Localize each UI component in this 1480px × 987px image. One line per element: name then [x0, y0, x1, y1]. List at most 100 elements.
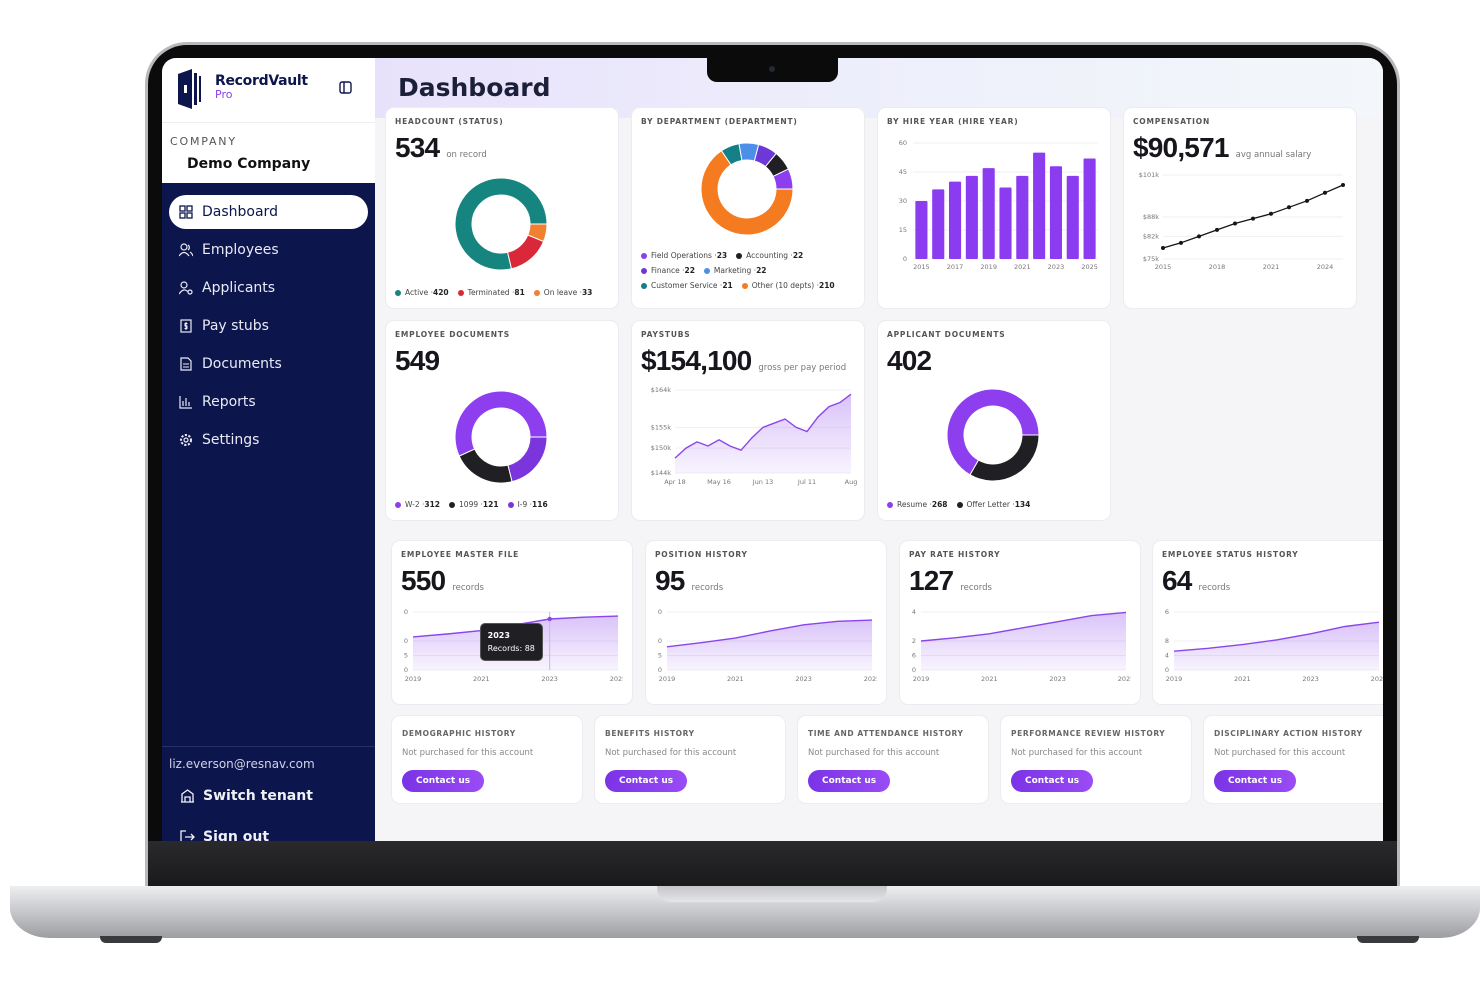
x-tick-label: 2015 — [913, 263, 930, 271]
stat-card: $75k $82k $88k $101k 2015 2018 2021 2024 COMPENS… — [1124, 108, 1356, 308]
contact-button[interactable]: Contact us — [1011, 770, 1094, 792]
legend-name: Customer Service — [651, 281, 722, 290]
locked-card: TIME AND ATTENDANCE HISTORY Not purchased… — [798, 716, 988, 803]
stat-note: records — [1198, 583, 1231, 593]
nav-label: Applicants — [202, 280, 276, 296]
chart: 0 15 30 45 60 2015 2017 2019 2021 2023 2025 — [899, 139, 1098, 271]
x-tick-label: 2025 — [1081, 263, 1098, 271]
company-label: COMPANY — [170, 135, 237, 148]
y-tick-label: 0 — [658, 666, 662, 674]
x-tick-label: 2019 — [1166, 675, 1183, 683]
x-tick-label: 2021 — [1014, 263, 1031, 271]
legend: Field Operations23Accounting22Finance22M… — [641, 251, 853, 290]
contact-button[interactable]: Contact us — [808, 770, 891, 792]
y-tick-label: 0 — [404, 666, 408, 674]
point — [1269, 211, 1273, 216]
stat-value: $90,571 — [1133, 132, 1229, 163]
donut-segment — [507, 436, 548, 483]
nav-label: Reports — [202, 394, 256, 410]
card-stat: 549 — [395, 345, 440, 377]
divider — [162, 746, 375, 747]
card-label: POSITION HISTORY — [655, 550, 748, 559]
history-card: 0 25 50 100 2019 2021 2023 2025 POSITION HISTORY… — [646, 541, 886, 704]
stat-value: 64 — [1162, 565, 1192, 596]
nav-item[interactable]: Applicants — [169, 271, 368, 305]
contact-button[interactable]: Contact us — [605, 770, 688, 792]
bar — [932, 189, 945, 259]
card-stat: 64 records — [1162, 565, 1230, 597]
legend-value: 21 — [722, 281, 733, 290]
y-tick-label: 50 — [654, 637, 662, 645]
nav-item[interactable]: Dashboard — [169, 195, 368, 229]
legend: Active420 Terminated81 On leave33 — [395, 288, 607, 297]
legend-value: 134 — [1014, 500, 1031, 509]
laptop-foot — [100, 936, 162, 943]
legend-name: On leave — [544, 288, 582, 297]
legend-item: Terminated81 — [457, 288, 525, 297]
nav-item[interactable]: Pay stubs — [169, 309, 368, 343]
x-tick-label: May 16 — [707, 478, 731, 486]
sign-out-label: Sign out — [203, 829, 270, 841]
history-card: 0 4 8 16 2019 2021 2023 2025 EMPLOYEE STATUS HIS… — [1153, 541, 1383, 704]
nav-item[interactable]: Documents — [169, 347, 368, 381]
switch-tenant[interactable]: Switch tenant — [180, 788, 313, 804]
stat-card: EMPLOYEE DOCUMENTS 549 W-2312 1099121 I-9116 — [386, 321, 618, 520]
legend-name: W-2 — [405, 500, 424, 509]
y-tick-label: 45 — [899, 168, 907, 176]
x-tick-label: 2023 — [1049, 675, 1066, 683]
sidebar-header: RecordVault Pro COMPANY Demo Company — [162, 58, 375, 183]
stat-card: HEADCOUNT (STATUS) 534 on record Active420 T… — [386, 108, 618, 308]
card-stat: $90,571 avg annual salary — [1133, 132, 1311, 164]
x-tick-label: 2025 — [610, 675, 627, 683]
card-stat: 402 — [887, 345, 932, 377]
y-tick-label: 4 — [1165, 652, 1169, 660]
point — [1233, 221, 1237, 226]
chart: $75k $82k $88k $101k 2015 2018 2021 2024 — [1139, 171, 1345, 271]
nav-item[interactable]: Settings — [169, 423, 368, 457]
line — [1173, 621, 1380, 652]
chart-group: 0 4 8 16 2019 2021 2023 2025 — [1161, 608, 1384, 683]
locked-title: PERFORMANCE REVIEW HISTORY — [1011, 729, 1166, 738]
locked-note: Not purchased for this account — [402, 748, 534, 758]
legend-name: Field Operations — [651, 251, 717, 260]
legend-value: 33 — [581, 288, 593, 297]
x-tick-label: 2025 — [1118, 675, 1135, 683]
stat-note: records — [691, 583, 724, 593]
line — [674, 393, 852, 459]
logo — [178, 69, 201, 109]
contact-button[interactable]: Contact us — [1214, 770, 1297, 792]
x-tick-label: 2021 — [1234, 675, 1251, 683]
legend-value: 23 — [716, 251, 728, 260]
sign-out[interactable]: Sign out — [180, 829, 269, 841]
donut-segment — [454, 390, 548, 457]
y-tick-label: 16 — [1161, 608, 1169, 616]
bar — [915, 201, 928, 259]
collapse-button[interactable] — [339, 81, 353, 95]
legend-value: 420 — [432, 288, 449, 297]
legend-item: 1099121 — [449, 500, 499, 509]
nav-item[interactable]: Employees — [169, 233, 368, 267]
y-tick-label: $144k — [651, 469, 672, 477]
x-tick-label: 2019 — [659, 675, 676, 683]
x-tick-label: 2023 — [541, 675, 558, 683]
bar — [1016, 175, 1029, 259]
x-tick-label: Aug — [845, 478, 858, 486]
y-tick-label: $164k — [651, 386, 672, 394]
y-tick-label: $155k — [651, 423, 672, 431]
x-tick-label: 2019 — [980, 263, 997, 271]
legend-value: 81 — [514, 288, 525, 297]
x-tick-label: 2021 — [473, 675, 490, 683]
nav-item[interactable]: Reports — [169, 385, 368, 419]
stat-value: 549 — [395, 345, 440, 376]
contact-button[interactable]: Contact us — [402, 770, 485, 792]
point — [1179, 240, 1183, 245]
card-label: EMPLOYEE MASTER FILE — [401, 550, 520, 559]
legend-name: Resume — [897, 500, 932, 509]
user-email: liz.everson@resnav.com — [169, 757, 315, 771]
nav-label: Settings — [202, 432, 260, 448]
legend-value: 22 — [792, 251, 804, 260]
stat-value: 95 — [655, 565, 685, 596]
card-label: EMPLOYEE STATUS HISTORY — [1162, 550, 1299, 559]
legend-swatch — [457, 289, 464, 296]
bar — [965, 175, 978, 259]
